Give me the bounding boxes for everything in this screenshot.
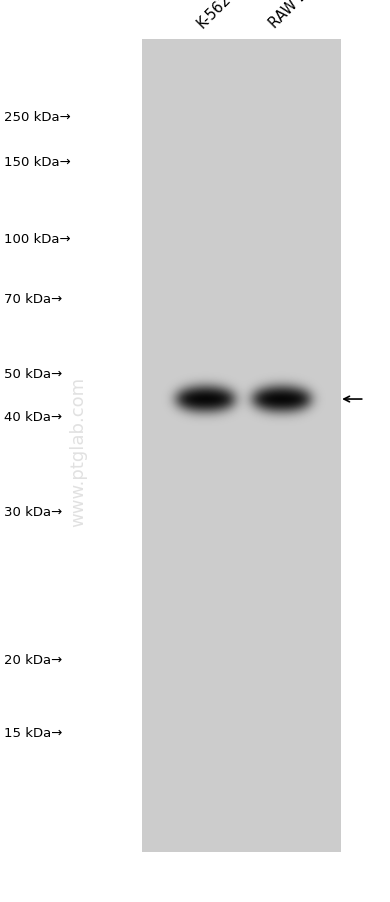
Text: RAW 264.7: RAW 264.7	[266, 0, 333, 32]
Text: 50 kDa→: 50 kDa→	[4, 368, 62, 381]
Text: 15 kDa→: 15 kDa→	[4, 726, 62, 739]
Text: 70 kDa→: 70 kDa→	[4, 293, 62, 306]
Text: www.ptglab.com: www.ptglab.com	[69, 376, 87, 526]
Text: 20 kDa→: 20 kDa→	[4, 654, 62, 667]
Text: 30 kDa→: 30 kDa→	[4, 506, 62, 519]
Text: 250 kDa→: 250 kDa→	[4, 111, 71, 124]
Text: 150 kDa→: 150 kDa→	[4, 156, 71, 169]
Text: K-562: K-562	[194, 0, 234, 32]
Text: 40 kDa→: 40 kDa→	[4, 410, 62, 423]
Bar	[142, 41, 341, 852]
Text: 100 kDa→: 100 kDa→	[4, 233, 71, 245]
